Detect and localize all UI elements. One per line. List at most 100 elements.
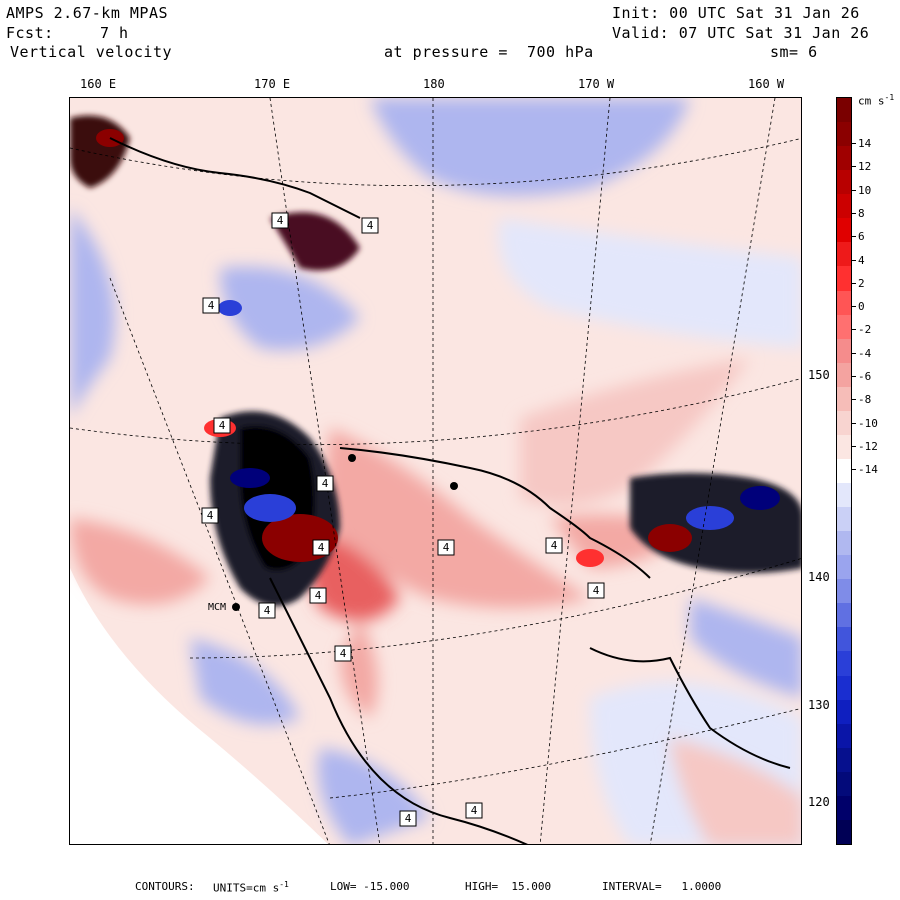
marker-4: 4 [213, 417, 231, 434]
colorbar-tick [852, 399, 856, 401]
colorbar-tick [852, 212, 856, 214]
lon-label-160w: 160 W [748, 77, 785, 91]
colorbar-tick-label: -6 [858, 370, 872, 383]
colorbar-band [837, 314, 851, 340]
colorbar-tick-label: -2 [858, 323, 872, 337]
colorbar-tick [852, 329, 856, 331]
colorbar-band [837, 362, 851, 388]
colorbar-tick-label: 12 [858, 160, 872, 174]
forecast-label: Fcst: [6, 24, 54, 42]
colorbar-tick [852, 143, 856, 144]
marker-14: 4 [465, 802, 483, 819]
marker-12: 4 [258, 602, 276, 619]
colorbar-band [837, 122, 851, 147]
colorbar-tick-label: -4 [858, 346, 872, 360]
colorbar-tick [852, 236, 856, 238]
colorbar-units: cm s-1 [858, 93, 895, 108]
footer-high: HIGH= 15.000 [465, 880, 552, 893]
station-dots [232, 454, 458, 611]
colorbar-band [837, 170, 851, 195]
colorbar-tick [852, 306, 856, 308]
smoothing-value: sm= 6 [770, 43, 818, 61]
svg-text:4: 4 [340, 647, 347, 660]
colorbar-band [837, 651, 851, 677]
svg-text:4: 4 [593, 584, 600, 597]
svg-text:4: 4 [551, 539, 558, 552]
forecast-hour: 7 h [100, 24, 129, 42]
init-time: Init: 00 UTC Sat 31 Jan 26 [612, 4, 860, 22]
lon-label-170w: 170 W [578, 77, 615, 91]
marker-9: 4 [587, 582, 605, 599]
colorbar-tick [852, 352, 856, 354]
footer-contours: CONTOURS: [135, 880, 195, 893]
map-plot[interactable]: 4 4 4 4 4 4 4 4 4 4 4 4 4 4 4 MCM [69, 97, 802, 845]
lon-label-170e: 170 E [254, 77, 291, 91]
marker-1: 4 [271, 212, 289, 229]
svg-text:4: 4 [322, 477, 329, 490]
graticule [70, 98, 801, 844]
colorbar-tick-label: 2 [858, 276, 865, 290]
colorbar-band [837, 555, 851, 580]
valid-time: Valid: 07 UTC Sat 31 Jan 26 [612, 24, 870, 42]
svg-text:4: 4 [405, 812, 412, 825]
svg-text:4: 4 [219, 419, 226, 432]
colorbar-tick [852, 189, 856, 191]
map-svg: 4 4 4 4 4 4 4 4 4 4 4 4 4 4 4 MCM [70, 98, 801, 844]
place-label: MCM [208, 602, 226, 613]
colorbar-band [837, 458, 851, 484]
colorbar-tick-label: -14 [858, 463, 878, 477]
svg-text:4: 4 [367, 219, 374, 232]
colorbar-band [837, 98, 851, 123]
colorbar-tick [852, 422, 856, 424]
colorbar-band [837, 723, 851, 749]
colorbar [836, 97, 852, 845]
footer-interval: INTERVAL= 1.0000 [602, 880, 722, 893]
marker-10: 4 [309, 587, 327, 604]
colorbar-band [837, 242, 851, 267]
colorbar-tick-label: 6 [858, 230, 865, 244]
svg-text:4: 4 [318, 541, 325, 554]
downward-regions [70, 98, 801, 844]
colorbar-band [837, 410, 851, 436]
colorbar-band [837, 434, 851, 460]
colorbar-tick [852, 376, 856, 377]
colorbar-band [837, 603, 851, 628]
svg-text:4: 4 [443, 541, 450, 554]
colorbar-tick-label: 14 [858, 137, 872, 150]
colorbar-tick-label: 4 [858, 253, 865, 267]
marker-2: 4 [361, 217, 379, 234]
colorbar-tick [852, 166, 856, 168]
colorbar-tick-label: -12 [858, 439, 878, 453]
svg-text:4: 4 [315, 589, 322, 602]
no-data-region [70, 568, 328, 844]
colorbar-band [837, 747, 851, 773]
colorbar-band [837, 290, 851, 316]
marker-7: 4 [437, 539, 455, 556]
marker-5: 4 [201, 507, 219, 524]
colorbar-tick-label: 0 [858, 300, 865, 314]
field-name: Vertical velocity [10, 43, 173, 61]
colorbar-band [837, 579, 851, 604]
svg-text:4: 4 [471, 804, 478, 817]
colorbar-band [837, 266, 851, 291]
colorbar-tick [852, 469, 856, 471]
marker-3: 4 [202, 297, 220, 314]
colorbar-band [837, 386, 851, 412]
colorbar-band [837, 218, 851, 243]
marker-6: 4 [312, 539, 330, 556]
svg-text:4: 4 [208, 299, 215, 312]
colorbar-band [837, 627, 851, 652]
footer-units: UNITS=cm s-1 [213, 880, 289, 895]
marker-8: 4 [545, 537, 563, 554]
colorbar-band [837, 795, 851, 821]
footer-low: LOW= -15.000 [330, 880, 410, 893]
colorbar-band [837, 675, 851, 701]
colorbar-tick-label: 8 [858, 206, 865, 220]
colorbar-tick [852, 259, 856, 261]
svg-text:4: 4 [264, 604, 271, 617]
colorbar-band [837, 819, 851, 845]
colorbar-band [837, 531, 851, 556]
marker-11: 4 [334, 645, 352, 662]
svg-text:4: 4 [277, 214, 284, 227]
colorbar-band [837, 699, 851, 725]
